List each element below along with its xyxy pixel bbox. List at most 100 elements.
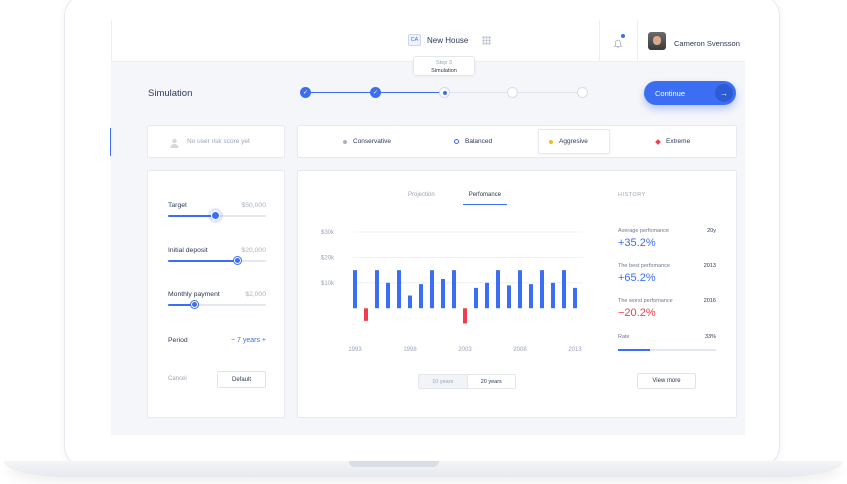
history-title: HISTORY [618, 192, 646, 198]
device-base [4, 461, 843, 477]
step-3[interactable] [439, 87, 450, 98]
slider-handle[interactable] [234, 257, 241, 264]
app-screen: CA New House Cameron Svensson Simulation… [111, 20, 745, 435]
chart-tabs: Projection Perfomance [408, 192, 508, 205]
decrement-button[interactable]: − [230, 337, 236, 344]
bar [463, 308, 467, 324]
stat-label: The best perfomance [618, 263, 670, 269]
notification-dot [621, 34, 625, 38]
project-selector[interactable]: CA New House [408, 34, 492, 46]
project-badge: CA [408, 34, 421, 46]
bar [551, 282, 555, 309]
increment-button[interactable]: + [261, 337, 266, 344]
deposit-value: $20,000 [241, 247, 266, 254]
top-bar: CA New House Cameron Svensson [111, 20, 745, 62]
bar [419, 284, 423, 309]
risk-profile-selector: Conservative Balanced Aggresive Extreme [297, 125, 737, 158]
bar [529, 284, 533, 309]
slider-handle[interactable] [191, 301, 198, 308]
history-panel: HISTORY Average perfomance 20y +35.2% The… [618, 192, 716, 351]
stat-value: −20.2% [618, 307, 656, 319]
worst-performance: The worst perfomance 2016 −20.2% [618, 298, 716, 319]
project-name: New House [427, 35, 469, 45]
step-1[interactable]: ✓ [300, 87, 311, 98]
deposit-label: Initial deposit [168, 247, 208, 254]
avatar[interactable] [648, 32, 666, 50]
monthly-param: Monthly payment $2,000 [168, 291, 266, 308]
x-tick-label: 2008 [513, 347, 527, 353]
topbar-divider [111, 20, 112, 62]
bar [562, 270, 566, 309]
risk-score-card: No user risk score yet [147, 125, 285, 158]
continue-label: Continue [655, 88, 686, 98]
arrow-right-icon: → [715, 84, 733, 102]
tab-projection[interactable]: Projection [408, 192, 435, 198]
deposit-slider[interactable] [168, 257, 266, 264]
profile-aggressive[interactable]: Aggresive [538, 129, 610, 154]
bar [540, 270, 544, 309]
profile-balanced[interactable]: Balanced [454, 126, 492, 157]
continue-button[interactable]: Continue → [644, 81, 736, 105]
bar [452, 270, 456, 309]
bar [386, 282, 390, 309]
user-name[interactable]: Cameron Svensson [674, 39, 740, 48]
bar [353, 270, 357, 309]
profile-extreme[interactable]: Extreme [655, 126, 691, 157]
topbar-divider [599, 20, 600, 62]
range-20-years[interactable]: 20 years [480, 378, 502, 385]
profile-conservative[interactable]: Conservative [343, 126, 391, 157]
bell-icon[interactable] [613, 34, 625, 48]
step-4[interactable] [507, 87, 518, 98]
average-performance: Average perfomance 20y +35.2% [618, 228, 716, 249]
page-title: Simulation [148, 88, 193, 99]
rate: Rate 33% [618, 334, 716, 340]
profile-dot [343, 139, 347, 144]
slider-fill [168, 215, 216, 217]
profile-label: Extreme [666, 138, 691, 145]
target-value: $50,000 [241, 202, 266, 209]
range-toggle: 10 years 20 years [418, 374, 516, 389]
stat-value: +65.2% [618, 272, 656, 284]
bar [430, 270, 434, 309]
best-performance: The best perfomance 2013 +65.2% [618, 263, 716, 284]
profile-dot [454, 139, 459, 144]
profile-label: Aggresive [559, 138, 588, 145]
profile-label: Balanced [465, 138, 493, 145]
stat-year: 2013 [703, 263, 716, 269]
range-10-years[interactable]: 10 years [419, 375, 468, 388]
bar [408, 295, 412, 309]
view-more-button[interactable]: View more [637, 373, 696, 389]
monthly-slider[interactable] [168, 301, 266, 308]
bar [441, 279, 445, 309]
performance-card: Projection Perfomance $30k $20k $10k 1993 19… [297, 170, 737, 418]
user-icon [170, 138, 179, 148]
parameters-card: Target $50,000 Initial deposit $20,000 M… [147, 170, 285, 418]
monthly-label: Monthly payment [168, 291, 220, 298]
cancel-button[interactable]: Cancel [168, 376, 187, 382]
performance-bar-chart: $30k $20k $10k 1993 1998 2003 2008 2013 [321, 230, 583, 353]
step-5[interactable] [577, 87, 588, 98]
default-button[interactable]: Default [217, 371, 266, 388]
tooltip-label: Simulation [431, 68, 457, 74]
slider-handle[interactable] [211, 211, 220, 220]
target-slider[interactable] [168, 211, 266, 220]
y-tick-label: $30k [321, 230, 335, 236]
x-tick-label: 2013 [568, 347, 582, 353]
stat-year: 2016 [703, 298, 716, 304]
apps-grid-icon[interactable] [482, 35, 492, 45]
profile-dot [655, 138, 661, 145]
bar [375, 270, 379, 309]
rate-value: 33% [704, 334, 716, 340]
rate-bar-fill [618, 349, 651, 351]
step-2[interactable]: ✓ [370, 87, 381, 98]
profile-dot [549, 139, 553, 144]
stat-period: 20y [707, 228, 716, 234]
stat-value: +35.2% [618, 237, 656, 249]
period-label: Period [168, 337, 188, 344]
tab-performance[interactable]: Perfomance [462, 192, 508, 205]
bar [364, 308, 368, 321]
stat-label: The worst perfomance [618, 298, 673, 304]
rate-bar [618, 349, 716, 351]
period-param: Period − 7 years + [168, 337, 266, 344]
slider-fill [168, 304, 195, 306]
